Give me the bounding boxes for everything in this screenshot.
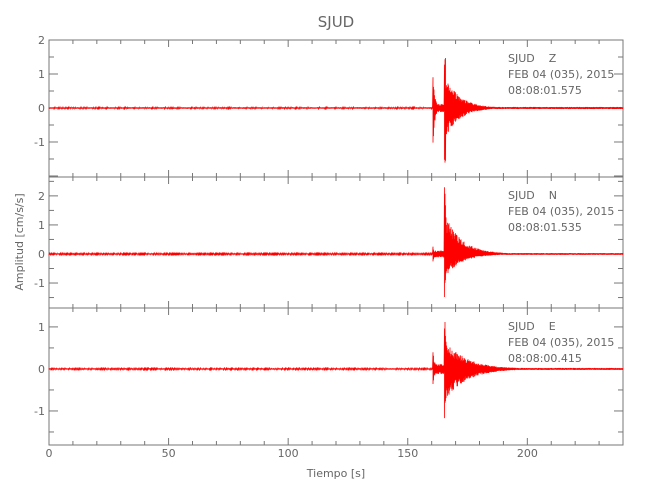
time-label: 08:08:00.415 bbox=[508, 352, 582, 365]
y-tick-label: 2 bbox=[38, 34, 45, 47]
station-label: SJUD E bbox=[508, 320, 556, 333]
y-tick-label: -1 bbox=[34, 136, 45, 149]
component-name: N bbox=[549, 189, 557, 202]
date-label: FEB 04 (035), 2015 bbox=[508, 205, 614, 218]
time-label: 08:08:01.535 bbox=[508, 221, 582, 234]
y-tick-label: 1 bbox=[38, 68, 45, 81]
waveform-n bbox=[48, 187, 624, 298]
panel-n: 2 1 0 -1 SJUD N FEB 04 (035), 2015 08:08:01.535 bbox=[34, 176, 624, 309]
x-tick-label: 100 bbox=[278, 447, 299, 460]
y-tick-label: -1 bbox=[34, 277, 45, 290]
y-tick-label: 2 bbox=[38, 190, 45, 203]
y-tick-label: 0 bbox=[38, 363, 45, 376]
component-name: E bbox=[549, 320, 556, 333]
y-tick-label: 1 bbox=[38, 219, 45, 232]
component-name: Z bbox=[549, 52, 557, 65]
y-tick-label: -1 bbox=[34, 405, 45, 418]
chart-title: SJUD bbox=[318, 13, 354, 31]
panel-frame bbox=[48, 307, 624, 446]
date-label: FEB 04 (035), 2015 bbox=[508, 336, 614, 349]
panel-e: 1 0 -1 SJUD E FEB 04 (035), 2015 08:08:00.415 bbox=[34, 307, 624, 446]
waveform-e bbox=[48, 321, 624, 419]
panel-z: 2 1 0 -1 SJUD Z FEB 04 (035), 2015 08:08:01.575 bbox=[34, 34, 624, 178]
waveform-z bbox=[48, 57, 624, 163]
y-axis-label: Amplitud [cm/s/s] bbox=[13, 193, 26, 290]
x-tick-label: 150 bbox=[397, 447, 418, 460]
x-axis-label: Tiempo [s] bbox=[306, 467, 365, 480]
station-label: SJUD Z bbox=[508, 52, 557, 65]
station-name: SJUD bbox=[508, 320, 535, 333]
y-tick-label: 0 bbox=[38, 102, 45, 115]
x-tick-label: 0 bbox=[46, 447, 53, 460]
y-tick-label: 0 bbox=[38, 248, 45, 261]
x-tick-label: 50 bbox=[162, 447, 176, 460]
date-label: FEB 04 (035), 2015 bbox=[508, 68, 614, 81]
y-tick-label: 1 bbox=[38, 321, 45, 334]
time-label: 08:08:01.575 bbox=[508, 84, 582, 97]
station-name: SJUD bbox=[508, 52, 535, 65]
panel-frame bbox=[48, 176, 624, 309]
x-tick-label: 200 bbox=[517, 447, 538, 460]
station-label: SJUD N bbox=[508, 189, 557, 202]
station-name: SJUD bbox=[508, 189, 535, 202]
